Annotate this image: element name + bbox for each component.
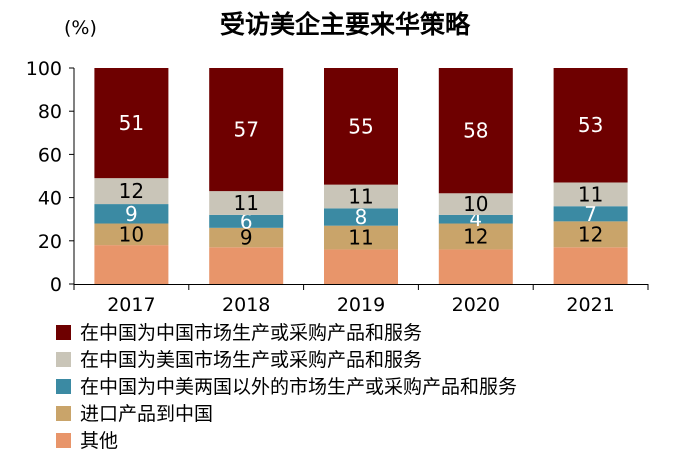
legend-label-other: 其他 <box>80 429 119 452</box>
bar-data-label: 9 <box>240 226 253 250</box>
legend-swatch-other <box>56 433 71 448</box>
bar-segment <box>209 214 284 228</box>
bar-data-label: 57 <box>233 118 258 142</box>
bar-data-label: 55 <box>348 114 373 138</box>
legend-item-other-markets: 在中国为中美两国以外的市场生产或采购产品和服务 <box>56 373 517 400</box>
bar-segment <box>553 221 628 248</box>
x-tick-label: 2021 <box>566 294 614 316</box>
bar-segment <box>94 245 169 284</box>
bar-segment <box>324 249 398 284</box>
bar-segment <box>209 68 284 192</box>
bar-segment <box>209 247 284 284</box>
bar-data-label: 12 <box>578 222 603 246</box>
bar-data-label: 53 <box>578 113 603 137</box>
bar-segment <box>553 247 628 284</box>
bar-data-label: 7 <box>584 202 597 226</box>
y-unit-label: (%) <box>64 17 97 39</box>
bar-segment <box>94 223 169 246</box>
x-tick-label: 2018 <box>222 294 270 316</box>
y-tick-label: 20 <box>38 231 62 253</box>
bar-segment <box>324 184 398 209</box>
legend-swatch-china-market <box>56 325 71 340</box>
bar-data-label: 11 <box>233 191 258 215</box>
legend-label-us-market: 在中国为美国市场生产或采购产品和服务 <box>80 348 423 371</box>
bar-segment <box>438 68 513 194</box>
legend-label-other-markets: 在中国为中美两国以外的市场生产或采购产品和服务 <box>80 375 518 398</box>
bar-segment <box>324 225 398 250</box>
bar-data-label: 10 <box>119 222 144 246</box>
bar-segment <box>94 178 169 205</box>
legend: 在中国为中国市场生产或采购产品和服务 在中国为美国市场生产或采购产品和服务 在中… <box>56 319 517 454</box>
y-tick-label: 100 <box>26 58 62 80</box>
x-tick-label: 2017 <box>107 294 155 316</box>
legend-item-china-market: 在中国为中国市场生产或采购产品和服务 <box>56 319 517 346</box>
y-tick-label: 0 <box>50 274 62 296</box>
bar-segment <box>438 214 513 224</box>
bar-data-label: 12 <box>463 224 488 248</box>
bar-segment <box>553 206 628 222</box>
bar-segment <box>553 68 628 183</box>
bar-segment <box>438 193 513 215</box>
bar-data-label: 10 <box>463 192 488 216</box>
bar-segment <box>438 223 513 250</box>
bar-data-label: 11 <box>578 182 603 206</box>
bar-segment <box>94 68 169 179</box>
bar-data-label: 51 <box>119 111 144 135</box>
bar-data-label: 11 <box>348 185 373 209</box>
y-tick-label: 80 <box>38 101 62 123</box>
legend-swatch-other-markets <box>56 379 71 394</box>
bar-segment <box>438 249 513 284</box>
bar-data-label: 12 <box>119 179 144 203</box>
bar-data-label: 58 <box>463 119 488 143</box>
chart-title: 受访美企主要来华策略 <box>220 10 471 39</box>
x-tick-label: 2019 <box>337 294 385 316</box>
legend-label-import: 进口产品到中国 <box>80 402 214 425</box>
bar-segment <box>94 204 169 224</box>
bar-data-label: 6 <box>240 209 253 233</box>
bar-segment <box>324 208 398 226</box>
bar-segment <box>553 182 628 207</box>
x-tick-label: 2020 <box>452 294 500 316</box>
legend-item-us-market: 在中国为美国市场生产或采购产品和服务 <box>56 346 517 373</box>
bar-segment <box>209 227 284 248</box>
y-tick-label: 60 <box>38 144 62 166</box>
y-tick-label: 40 <box>38 188 62 210</box>
legend-item-import: 进口产品到中国 <box>56 400 517 427</box>
bar-data-label: 8 <box>355 205 368 229</box>
legend-swatch-import <box>56 406 71 421</box>
legend-swatch-us-market <box>56 352 71 367</box>
legend-label-china-market: 在中国为中国市场生产或采购产品和服务 <box>80 321 423 344</box>
legend-item-other: 其他 <box>56 427 517 454</box>
bar-segment <box>209 191 284 215</box>
bar-data-label: 9 <box>125 202 138 226</box>
bar-data-label: 11 <box>348 226 373 250</box>
bar-segment <box>324 68 398 185</box>
